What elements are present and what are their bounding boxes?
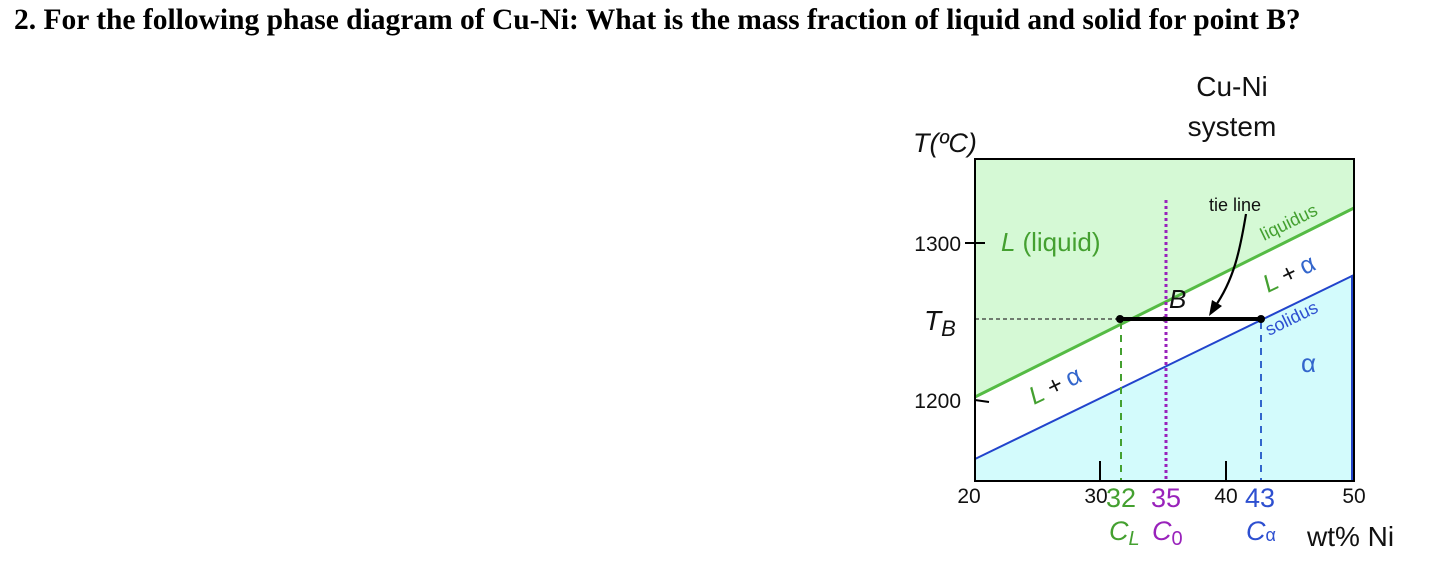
- point-b-label: B: [1169, 284, 1186, 314]
- c0-value: 35: [1151, 483, 1181, 513]
- solid-region-label: α: [1301, 348, 1316, 378]
- y-tick-label-1200: 1200: [914, 390, 961, 413]
- x-axis-label: wt% Ni: [1306, 521, 1394, 552]
- x-tick-label-50: 50: [1342, 485, 1365, 508]
- question-text: 2. For the following phase diagram of Cu…: [14, 4, 1301, 36]
- ca-label: Cα: [1246, 516, 1276, 546]
- y-tick-label-1300: 1300: [914, 233, 961, 256]
- y-axis-label: T(ºC): [913, 128, 977, 158]
- solid-region: [975, 275, 1354, 481]
- tie-line-endpoint-left: [1116, 315, 1124, 323]
- x-tick-label-30: 30: [1084, 485, 1107, 508]
- x-tick-label-20: 20: [957, 485, 980, 508]
- point-b-marker: [1161, 316, 1167, 322]
- liquid-region-label: L (liquid): [1001, 227, 1101, 257]
- plot-frame: [974, 158, 1355, 482]
- cl-value: 32: [1106, 483, 1136, 513]
- y-tick-1200: [974, 399, 990, 403]
- c0-label: C0: [1152, 516, 1183, 550]
- cl-label: CL: [1109, 516, 1140, 550]
- ca-value: 43: [1245, 483, 1275, 513]
- diagram-title-line1: Cu-Ni: [1196, 71, 1268, 102]
- y-tick-label-tb: TB: [924, 305, 956, 341]
- tie-line-arrow: [1213, 213, 1248, 309]
- x-tick-label-40: 40: [1214, 485, 1237, 508]
- tie-line-label: tie line: [1209, 195, 1261, 215]
- diagram-title-line2: system: [1188, 111, 1277, 142]
- solidus-line: [974, 274, 1355, 460]
- arrow-head-icon: [1209, 300, 1222, 316]
- tie-line-endpoint-right: [1257, 315, 1265, 323]
